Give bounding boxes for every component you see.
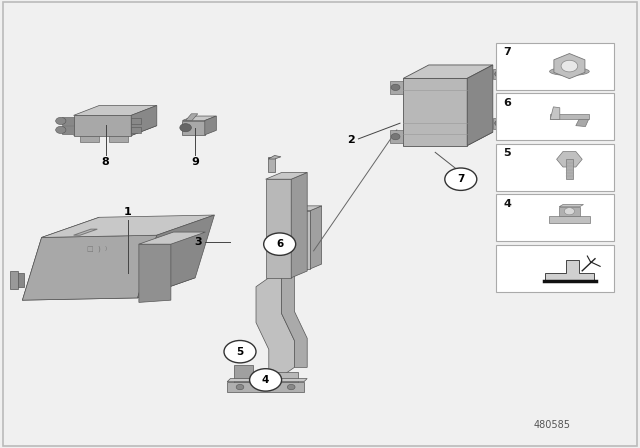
Text: 9: 9 (191, 157, 199, 167)
Polygon shape (227, 379, 307, 382)
Circle shape (445, 168, 477, 190)
Polygon shape (550, 114, 589, 120)
Polygon shape (268, 155, 281, 159)
FancyBboxPatch shape (496, 43, 614, 90)
Polygon shape (138, 215, 214, 298)
Polygon shape (227, 382, 304, 392)
Text: ): ) (98, 246, 100, 252)
Polygon shape (205, 116, 216, 135)
Polygon shape (10, 271, 18, 289)
FancyBboxPatch shape (496, 194, 614, 241)
Circle shape (56, 117, 66, 125)
Polygon shape (557, 151, 582, 167)
Polygon shape (182, 116, 216, 121)
Polygon shape (109, 135, 128, 142)
Text: 8: 8 (102, 157, 109, 167)
Polygon shape (131, 118, 141, 124)
Circle shape (564, 207, 575, 215)
Polygon shape (139, 244, 171, 302)
Polygon shape (74, 106, 157, 116)
FancyBboxPatch shape (496, 93, 614, 140)
Polygon shape (559, 207, 580, 215)
FancyBboxPatch shape (496, 144, 614, 191)
Polygon shape (256, 278, 294, 376)
Text: 5: 5 (504, 148, 511, 158)
Text: 7: 7 (457, 174, 465, 184)
Text: ): ) (104, 246, 107, 251)
Circle shape (56, 126, 66, 134)
Polygon shape (275, 211, 310, 269)
Text: 2: 2 (348, 135, 355, 145)
Polygon shape (403, 132, 493, 146)
Polygon shape (22, 217, 99, 300)
Polygon shape (139, 232, 205, 244)
Circle shape (180, 124, 191, 132)
Polygon shape (390, 130, 403, 143)
Polygon shape (131, 127, 141, 133)
Polygon shape (131, 106, 157, 135)
Polygon shape (74, 229, 97, 235)
Polygon shape (390, 81, 403, 94)
Polygon shape (62, 117, 74, 125)
Polygon shape (550, 107, 560, 120)
Polygon shape (291, 172, 307, 278)
Polygon shape (467, 65, 493, 146)
Circle shape (264, 233, 296, 255)
Text: 3: 3 (194, 237, 202, 247)
Text: 6: 6 (504, 98, 511, 108)
Polygon shape (42, 215, 214, 237)
Circle shape (391, 134, 400, 140)
Polygon shape (74, 116, 131, 135)
Polygon shape (74, 125, 157, 135)
Circle shape (236, 384, 244, 390)
Polygon shape (554, 53, 585, 79)
Text: 6: 6 (276, 239, 284, 249)
Text: 4: 4 (504, 199, 511, 209)
Circle shape (495, 120, 504, 126)
Polygon shape (186, 114, 198, 121)
Text: 1: 1 (124, 207, 132, 217)
Polygon shape (493, 69, 506, 79)
Polygon shape (16, 273, 24, 287)
Polygon shape (282, 276, 307, 367)
Circle shape (224, 340, 256, 363)
Polygon shape (545, 259, 594, 280)
Circle shape (391, 84, 400, 90)
Circle shape (287, 384, 295, 390)
FancyBboxPatch shape (3, 2, 637, 446)
Ellipse shape (550, 68, 589, 76)
Text: □: □ (86, 246, 93, 252)
Text: 480585: 480585 (533, 420, 570, 430)
Polygon shape (275, 206, 321, 211)
Polygon shape (559, 204, 584, 207)
Polygon shape (266, 172, 307, 179)
Polygon shape (234, 365, 253, 383)
Polygon shape (268, 157, 275, 172)
Polygon shape (22, 235, 157, 300)
Polygon shape (403, 65, 493, 78)
Polygon shape (80, 135, 99, 142)
Circle shape (495, 71, 504, 77)
Polygon shape (576, 120, 589, 127)
Polygon shape (182, 121, 205, 135)
Polygon shape (266, 179, 291, 278)
Polygon shape (310, 206, 321, 269)
Polygon shape (253, 372, 298, 383)
Polygon shape (493, 118, 506, 129)
FancyBboxPatch shape (496, 245, 614, 292)
Polygon shape (549, 215, 590, 223)
Text: 7: 7 (504, 47, 511, 57)
Polygon shape (566, 159, 573, 178)
Polygon shape (22, 278, 195, 300)
Text: 4: 4 (262, 375, 269, 385)
Polygon shape (62, 126, 74, 134)
Circle shape (561, 60, 578, 72)
Text: 5: 5 (236, 347, 244, 357)
Circle shape (250, 369, 282, 391)
Polygon shape (403, 78, 467, 146)
